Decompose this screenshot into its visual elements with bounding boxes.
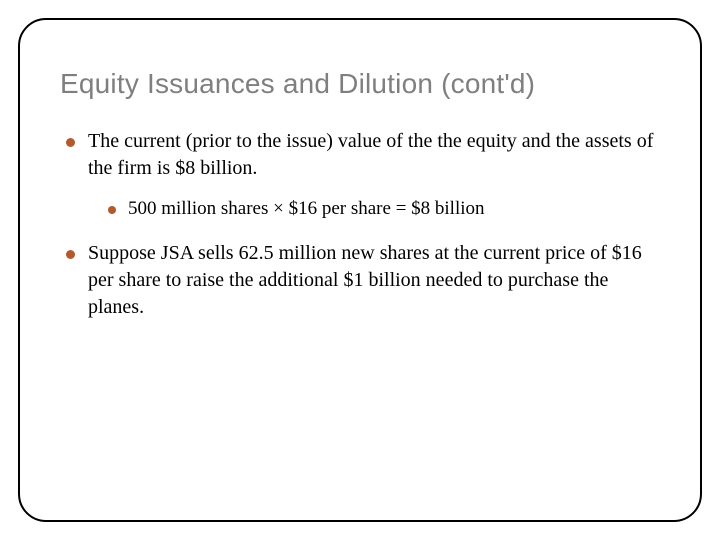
sub-bullet-list: 500 million shares × $16 per share = $8 … [88,196,660,222]
slide: Equity Issuances and Dilution (cont'd) T… [0,0,720,540]
list-item: Suppose JSA sells 62.5 million new share… [66,240,660,321]
bullet-list: The current (prior to the issue) value o… [60,128,660,321]
bullet-text: Suppose JSA sells 62.5 million new share… [88,242,642,318]
list-item: The current (prior to the issue) value o… [66,128,660,222]
list-item: 500 million shares × $16 per share = $8 … [108,196,660,222]
slide-frame: Equity Issuances and Dilution (cont'd) T… [18,18,702,522]
slide-title: Equity Issuances and Dilution (cont'd) [60,68,660,100]
bullet-text: 500 million shares × $16 per share = $8 … [128,198,485,219]
bullet-text: The current (prior to the issue) value o… [88,130,653,179]
